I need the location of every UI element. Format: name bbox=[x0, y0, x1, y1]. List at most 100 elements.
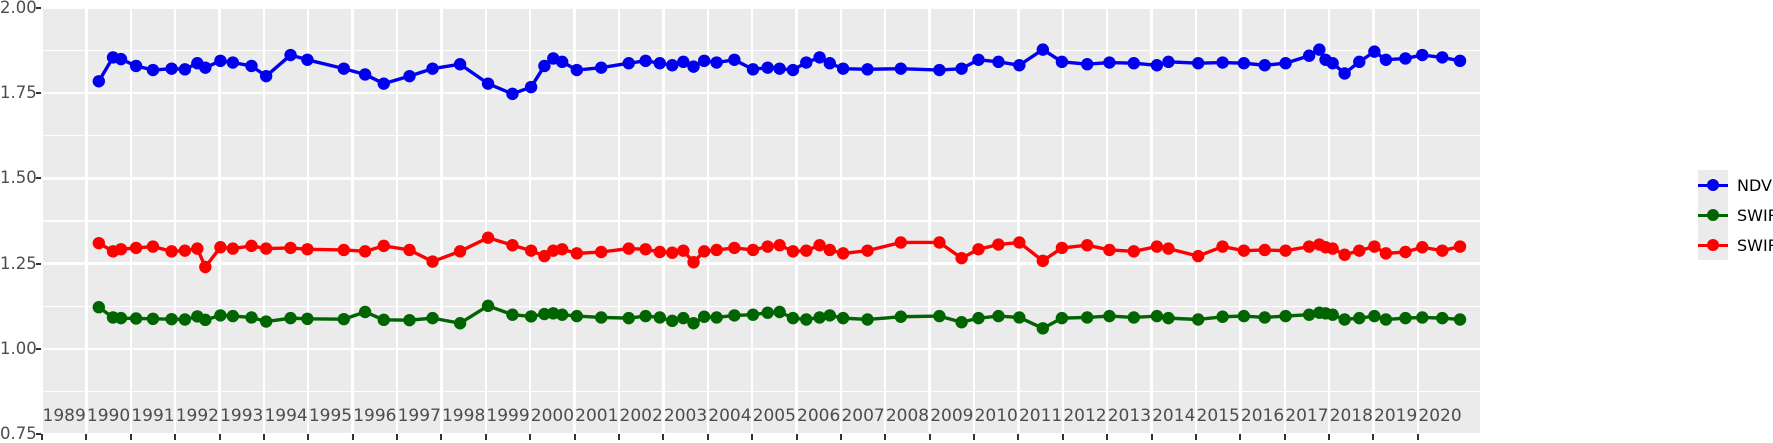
data-point bbox=[1338, 313, 1351, 326]
legend-key-dot-icon bbox=[1707, 239, 1719, 251]
data-point bbox=[861, 244, 874, 257]
data-point bbox=[1279, 309, 1292, 323]
data-point bbox=[1436, 51, 1449, 64]
data-point bbox=[570, 309, 584, 323]
x-axis-tick-label: 2004 bbox=[708, 406, 752, 426]
data-point bbox=[1127, 245, 1141, 258]
data-point bbox=[555, 55, 569, 69]
data-point bbox=[92, 236, 106, 250]
y-axis-tick-label: 1.75 bbox=[0, 83, 37, 103]
data-point bbox=[992, 55, 1005, 69]
data-point bbox=[1216, 310, 1229, 323]
data-point bbox=[178, 244, 192, 257]
gridline-major-x bbox=[351, 8, 354, 434]
data-point bbox=[595, 311, 608, 324]
data-point bbox=[199, 61, 212, 74]
y-axis-tick-label: 1.25 bbox=[0, 253, 37, 273]
data-point bbox=[955, 316, 968, 329]
data-point bbox=[403, 243, 416, 257]
data-point bbox=[1055, 311, 1069, 325]
y-axis-tick-label: 0.75 bbox=[0, 424, 37, 443]
y-axis-tick-mark bbox=[36, 347, 41, 350]
data-point bbox=[1279, 244, 1292, 257]
data-point bbox=[165, 312, 178, 326]
data-point bbox=[506, 308, 519, 321]
gridline-minor-y bbox=[42, 390, 1480, 393]
data-point bbox=[687, 317, 700, 330]
legend-item-swir2[interactable]: SWIR2 bbox=[1698, 200, 1773, 230]
data-point bbox=[129, 312, 143, 325]
data-point bbox=[1379, 313, 1393, 326]
data-point bbox=[622, 57, 635, 70]
x-axis-tick-label: 1996 bbox=[353, 406, 397, 426]
gridline-major-x bbox=[1017, 8, 1020, 434]
legend-key-swatch bbox=[1698, 230, 1728, 260]
x-axis-tick-mark bbox=[307, 434, 310, 440]
data-point bbox=[1399, 245, 1412, 259]
x-axis-tick-label: 1998 bbox=[441, 406, 486, 426]
x-axis-tick-mark bbox=[839, 434, 842, 440]
x-axis-tick-mark bbox=[973, 434, 976, 440]
data-point bbox=[746, 63, 760, 76]
data-point bbox=[481, 231, 495, 244]
data-point bbox=[1036, 43, 1050, 56]
gridline-minor-y bbox=[42, 220, 1480, 222]
x-axis-tick-mark bbox=[396, 434, 399, 440]
data-point bbox=[245, 59, 258, 73]
x-axis-tick-label: 1994 bbox=[264, 406, 308, 426]
x-axis-tick-mark bbox=[484, 434, 487, 440]
data-point bbox=[1162, 55, 1175, 69]
gridline-major-x bbox=[129, 8, 132, 434]
data-point bbox=[1103, 56, 1116, 69]
x-axis-tick-label: 2001 bbox=[575, 406, 619, 426]
data-point bbox=[697, 54, 711, 68]
y-axis-tick-mark bbox=[36, 92, 41, 95]
x-axis-tick-mark bbox=[617, 434, 620, 440]
data-point bbox=[377, 77, 390, 90]
data-point bbox=[933, 309, 946, 323]
gridline-major-x bbox=[839, 8, 843, 434]
x-axis-tick-mark bbox=[706, 434, 709, 440]
data-point bbox=[358, 68, 372, 81]
data-point bbox=[836, 311, 850, 325]
x-axis-tick-label: 2013 bbox=[1107, 406, 1152, 426]
data-point bbox=[524, 80, 538, 94]
data-point bbox=[992, 238, 1005, 251]
gridline-major-x bbox=[173, 8, 177, 434]
data-point bbox=[259, 69, 273, 83]
data-point bbox=[894, 236, 908, 249]
data-point bbox=[639, 243, 652, 256]
data-point bbox=[728, 309, 741, 322]
data-point bbox=[972, 53, 985, 66]
x-axis-tick-label: 1989 bbox=[42, 406, 86, 426]
data-point bbox=[1302, 308, 1316, 321]
data-point bbox=[301, 243, 314, 256]
data-point bbox=[1416, 311, 1429, 324]
x-axis-tick-mark bbox=[529, 434, 532, 440]
data-point bbox=[894, 62, 908, 75]
data-point bbox=[1416, 48, 1429, 62]
data-point bbox=[1368, 240, 1381, 253]
data-point bbox=[1150, 240, 1164, 253]
data-point bbox=[1013, 311, 1026, 324]
data-point bbox=[1416, 241, 1429, 254]
x-axis-tick-label: 2007 bbox=[841, 406, 885, 426]
data-point bbox=[403, 313, 416, 327]
gridline-major-x bbox=[484, 8, 488, 434]
data-point bbox=[1081, 311, 1094, 324]
gridline-major-x bbox=[1239, 8, 1242, 434]
legend-key-swatch bbox=[1698, 200, 1728, 230]
data-point bbox=[823, 243, 836, 257]
legend-item-label: SWIR1 bbox=[1737, 235, 1773, 255]
legend-item-label: SWIR2 bbox=[1737, 205, 1773, 225]
gridline-major-x bbox=[662, 8, 665, 434]
legend-item-swir1[interactable]: SWIR1 bbox=[1698, 230, 1773, 260]
gridline-major-x bbox=[262, 8, 266, 434]
data-point bbox=[1379, 247, 1393, 260]
data-point bbox=[1258, 243, 1271, 257]
x-axis-tick-mark bbox=[1416, 434, 1419, 440]
legend-item-ndvi[interactable]: NDVI bbox=[1698, 170, 1773, 200]
x-axis-tick-mark bbox=[440, 434, 443, 440]
data-point bbox=[773, 239, 786, 252]
x-axis-tick-mark bbox=[1106, 434, 1109, 440]
